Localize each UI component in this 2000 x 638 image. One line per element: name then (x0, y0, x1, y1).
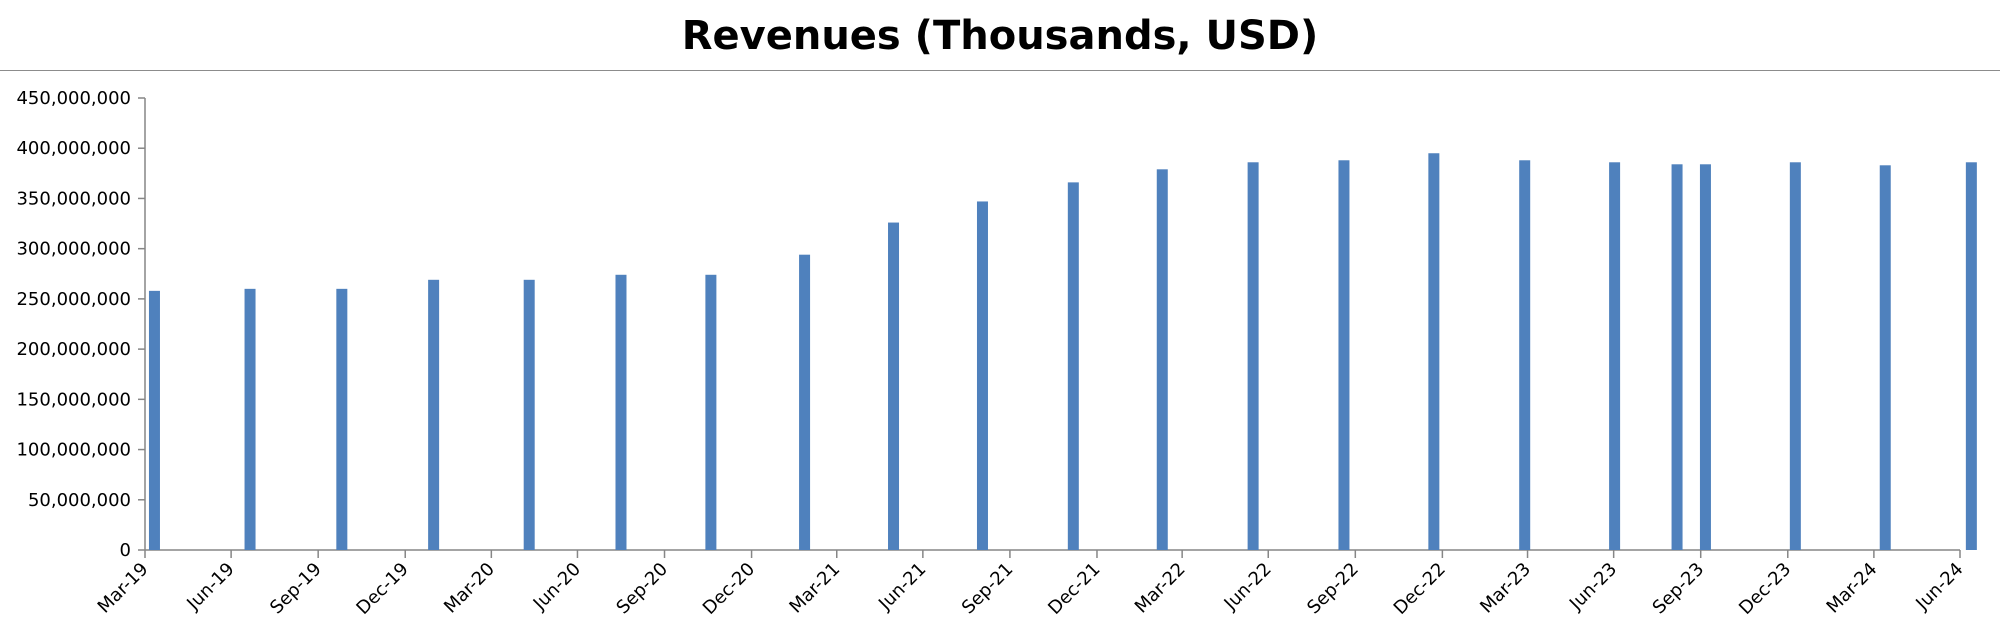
y-tick-label: 150,000,000 (16, 389, 131, 410)
bar (1338, 160, 1350, 550)
bar (1247, 162, 1259, 551)
x-tick-label: Jun-22 (1220, 559, 1276, 615)
x-tick-label: Jun-20 (529, 559, 585, 615)
bar (336, 288, 348, 550)
x-tick-label: Mar-21 (785, 559, 844, 618)
x-axis: Mar-19 Jun-19 Sep-19 Dec-19 Mar-20 Jun-20 Sep-… (94, 549, 1968, 619)
bar (1067, 182, 1079, 550)
x-tick-label: Dec-22 (1390, 559, 1450, 619)
y-tick-label: 300,000,000 (16, 239, 131, 260)
x-tick-label: Mar-20 (440, 559, 499, 618)
y-tick-label: 350,000,000 (16, 188, 131, 209)
x-tick-label: Sep-19 (266, 559, 326, 619)
bar (244, 288, 256, 550)
x-tick-label: Sep-22 (1303, 559, 1363, 619)
bar (148, 290, 160, 550)
bar-series (148, 153, 1977, 551)
y-tick-label: 450,000,000 (16, 88, 131, 109)
bar (1965, 162, 1977, 551)
bar (523, 279, 535, 550)
bar (1789, 162, 1801, 551)
bar (1609, 162, 1621, 551)
title-divider (0, 70, 2000, 71)
x-tick-label: Mar-22 (1131, 559, 1190, 618)
y-tick-label: 400,000,000 (16, 138, 131, 159)
bar (1671, 164, 1683, 550)
bar (1428, 153, 1440, 550)
x-tick-label: Dec-21 (1044, 559, 1104, 619)
y-axis: 0 50,000,000 100,000,000 150,000,000 200,000… (16, 88, 146, 561)
x-tick-label: Jun-19 (182, 559, 238, 615)
bar (888, 222, 900, 550)
bar (976, 201, 988, 551)
x-tick-label: Jun-23 (1565, 559, 1621, 615)
x-tick-label: Sep-23 (1649, 559, 1709, 619)
y-tick-label: 100,000,000 (16, 440, 131, 461)
x-tick-label: Dec-19 (352, 559, 412, 619)
x-tick-label: Dec-23 (1735, 559, 1795, 619)
bar (1699, 164, 1711, 550)
x-tick-label: Sep-20 (612, 559, 672, 619)
x-tick-label: Dec-20 (699, 559, 759, 619)
x-tick-label: Sep-21 (958, 559, 1018, 619)
x-tick-label: Mar-23 (1476, 559, 1535, 618)
x-tick-label: Mar-19 (94, 559, 153, 618)
bar (799, 254, 811, 550)
bar (615, 274, 627, 550)
x-tick-label: Mar-24 (1823, 559, 1882, 618)
x-tick-label: Jun-21 (874, 559, 930, 615)
y-tick-label: 0 (120, 540, 131, 561)
y-tick-label: 50,000,000 (28, 490, 131, 511)
chart-title: Revenues (Thousands, USD) (681, 13, 1319, 59)
x-tick-label: Jun-24 (1911, 559, 1967, 615)
y-tick-label: 250,000,000 (16, 289, 131, 310)
bar (1519, 160, 1531, 550)
bar (1156, 169, 1168, 550)
y-tick-label: 200,000,000 (16, 339, 131, 360)
bar (1879, 165, 1891, 550)
bar (428, 279, 440, 550)
bar (705, 274, 717, 550)
